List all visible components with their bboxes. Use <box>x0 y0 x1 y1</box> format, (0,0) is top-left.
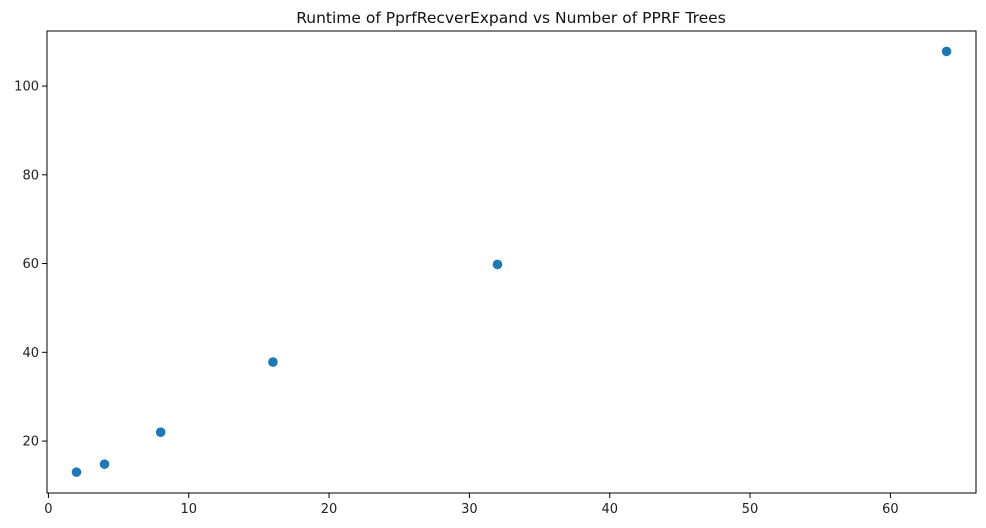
y-tick-label: 80 <box>22 168 39 183</box>
x-tick-label: 0 <box>44 502 52 517</box>
plot-area-frame <box>46 30 977 494</box>
data-point <box>941 46 952 57</box>
y-tick-label: 60 <box>22 257 39 272</box>
x-tick-label: 10 <box>180 502 197 517</box>
axis-ticks: 0 10 20 30 40 50 60 20 40 60 80 100 <box>14 80 898 517</box>
data-point <box>99 459 110 469</box>
x-tick-label: 60 <box>882 502 899 517</box>
y-tick-label: 100 <box>14 80 39 95</box>
data-point <box>155 427 166 437</box>
x-tick-label: 20 <box>321 502 338 517</box>
data-points <box>71 46 952 477</box>
data-point <box>71 467 82 477</box>
x-tick-label: 40 <box>601 502 618 517</box>
x-tick-label: 30 <box>461 502 478 517</box>
data-point <box>492 259 503 270</box>
x-tick-label: 50 <box>742 502 759 517</box>
data-point <box>268 357 278 367</box>
y-tick-label: 40 <box>22 346 39 361</box>
y-tick-label: 20 <box>22 435 39 450</box>
chart-title: Runtime of PprfRecverExpand vs Number of… <box>296 9 726 27</box>
